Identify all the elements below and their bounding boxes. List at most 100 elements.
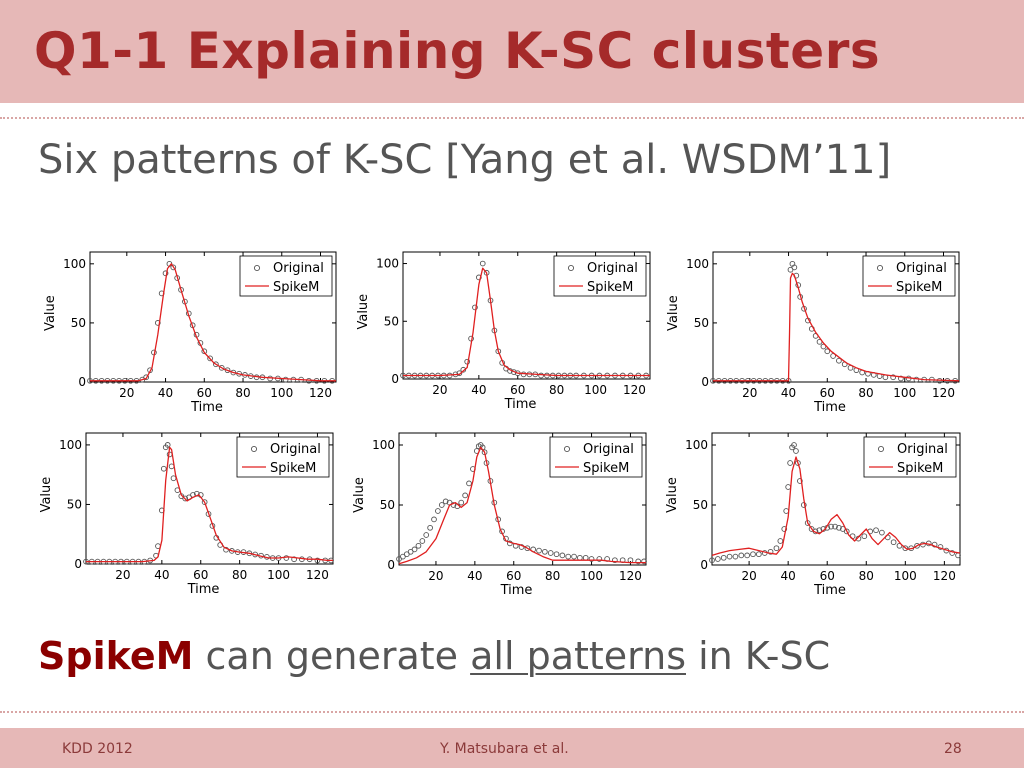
x-tick-label: 40: [467, 569, 482, 583]
x-tick-label: 60: [820, 386, 835, 400]
y-tick-label: 0: [391, 372, 399, 386]
legend-original-marker: [253, 264, 261, 272]
x-tick-label: 100: [584, 383, 607, 397]
original-point: [559, 552, 566, 559]
original-point: [143, 374, 150, 381]
y-tick-label: 50: [71, 316, 86, 330]
legend: Original SpikeM: [549, 436, 643, 478]
x-axis-label: Time: [187, 582, 220, 597]
legend-original-label: Original: [587, 261, 638, 276]
original-point: [861, 533, 868, 540]
original-point: [218, 364, 225, 371]
x-tick-label: 20: [119, 386, 134, 400]
x-tick-label: 120: [309, 386, 332, 400]
chart-5: 20 40 60 80 100 120 0 50 100 Time Value Original Spi…: [352, 432, 647, 598]
chart-1: 20 40 60 80 100 120 0 50 100 Time Value Original Spi…: [43, 251, 337, 415]
original-point: [314, 557, 321, 564]
x-tick-label: 120: [932, 386, 955, 400]
legend-original-label: Original: [897, 442, 948, 457]
original-point: [797, 478, 803, 484]
original-point: [542, 548, 548, 555]
original-point: [793, 448, 799, 454]
y-axis-label: Value: [665, 477, 680, 513]
conclusion-middle: can generate: [193, 634, 471, 678]
original-point: [738, 552, 745, 559]
original-point: [162, 270, 169, 277]
spikem-line: [711, 456, 961, 557]
legend-spikem-label: SpikeM: [273, 280, 319, 295]
x-tick-label: 60: [820, 569, 835, 583]
original-point: [787, 460, 793, 466]
original-point: [890, 374, 896, 381]
original-point: [571, 553, 577, 560]
x-tick-label: 120: [623, 383, 646, 397]
y-axis-label: Value: [43, 295, 58, 331]
original-point: [820, 343, 827, 350]
original-point: [178, 286, 184, 293]
y-axis-label: Value: [666, 295, 681, 331]
original-point: [565, 553, 572, 560]
x-tick-label: 20: [428, 569, 443, 583]
original-point: [902, 545, 909, 552]
legend-spikem-label: SpikeM: [897, 461, 943, 476]
original-point: [182, 495, 189, 502]
original-point: [170, 264, 177, 271]
original-point: [456, 370, 463, 377]
x-tick-label: 60: [193, 568, 208, 582]
x-axis-label: Time: [813, 400, 846, 415]
original-point: [213, 361, 219, 368]
original-point: [879, 529, 885, 536]
legend-original-label: Original: [583, 442, 634, 457]
original-point: [536, 547, 542, 554]
original-point: [843, 528, 850, 535]
x-tick-label: 20: [741, 569, 756, 583]
original-point: [756, 551, 762, 558]
x-tick-label: 100: [894, 569, 917, 583]
original-point: [612, 557, 618, 564]
original-point: [836, 357, 842, 364]
y-axis-label: Value: [356, 294, 371, 330]
x-tick-label: 100: [580, 569, 603, 583]
title-bar: [0, 0, 1024, 103]
spikem-line: [86, 446, 333, 563]
legend-original-marker: [877, 445, 885, 453]
legend: Original SpikeM: [236, 436, 330, 478]
y-tick-label: 50: [693, 498, 708, 512]
legend-spikem-label: SpikeM: [270, 461, 316, 476]
original-point: [553, 551, 560, 558]
original-point: [832, 523, 838, 530]
original-point: [160, 465, 167, 472]
conclusion-underlined: all patterns: [470, 634, 686, 678]
conclusion-highlight: SpikeM: [38, 634, 194, 678]
conclusion-text: SpikeM can generate all patterns in K-SC: [38, 634, 830, 678]
x-tick-label: 80: [859, 569, 874, 583]
y-tick-label: 0: [700, 558, 708, 572]
x-tick-label: 40: [471, 383, 486, 397]
original-point: [914, 542, 920, 549]
original-point: [720, 554, 727, 561]
y-tick-label: 100: [372, 438, 395, 452]
legend: Original SpikeM: [863, 436, 957, 478]
original-point: [431, 516, 437, 523]
original-point: [715, 556, 721, 562]
original-point: [767, 548, 774, 555]
original-point: [750, 551, 756, 558]
legend-spikem-label: SpikeM: [896, 280, 942, 295]
legend-box: [863, 436, 957, 478]
y-tick-label: 0: [387, 558, 395, 572]
x-tick-label: 80: [235, 386, 250, 400]
x-axis-label: Time: [813, 583, 846, 598]
x-axis-label: Time: [504, 397, 537, 412]
y-tick-label: 100: [376, 257, 399, 271]
x-tick-label: 60: [506, 569, 521, 583]
conclusion-end: in K-SC: [686, 634, 831, 678]
original-point: [460, 366, 467, 373]
slide-title: Q1-1 Explaining K-SC clusters: [34, 22, 881, 80]
original-point: [709, 557, 715, 564]
x-tick-label: 40: [781, 386, 796, 400]
x-tick-label: 60: [510, 383, 525, 397]
y-tick-label: 100: [686, 257, 709, 271]
original-point: [538, 372, 544, 379]
original-point: [588, 556, 595, 562]
original-point: [479, 260, 486, 267]
